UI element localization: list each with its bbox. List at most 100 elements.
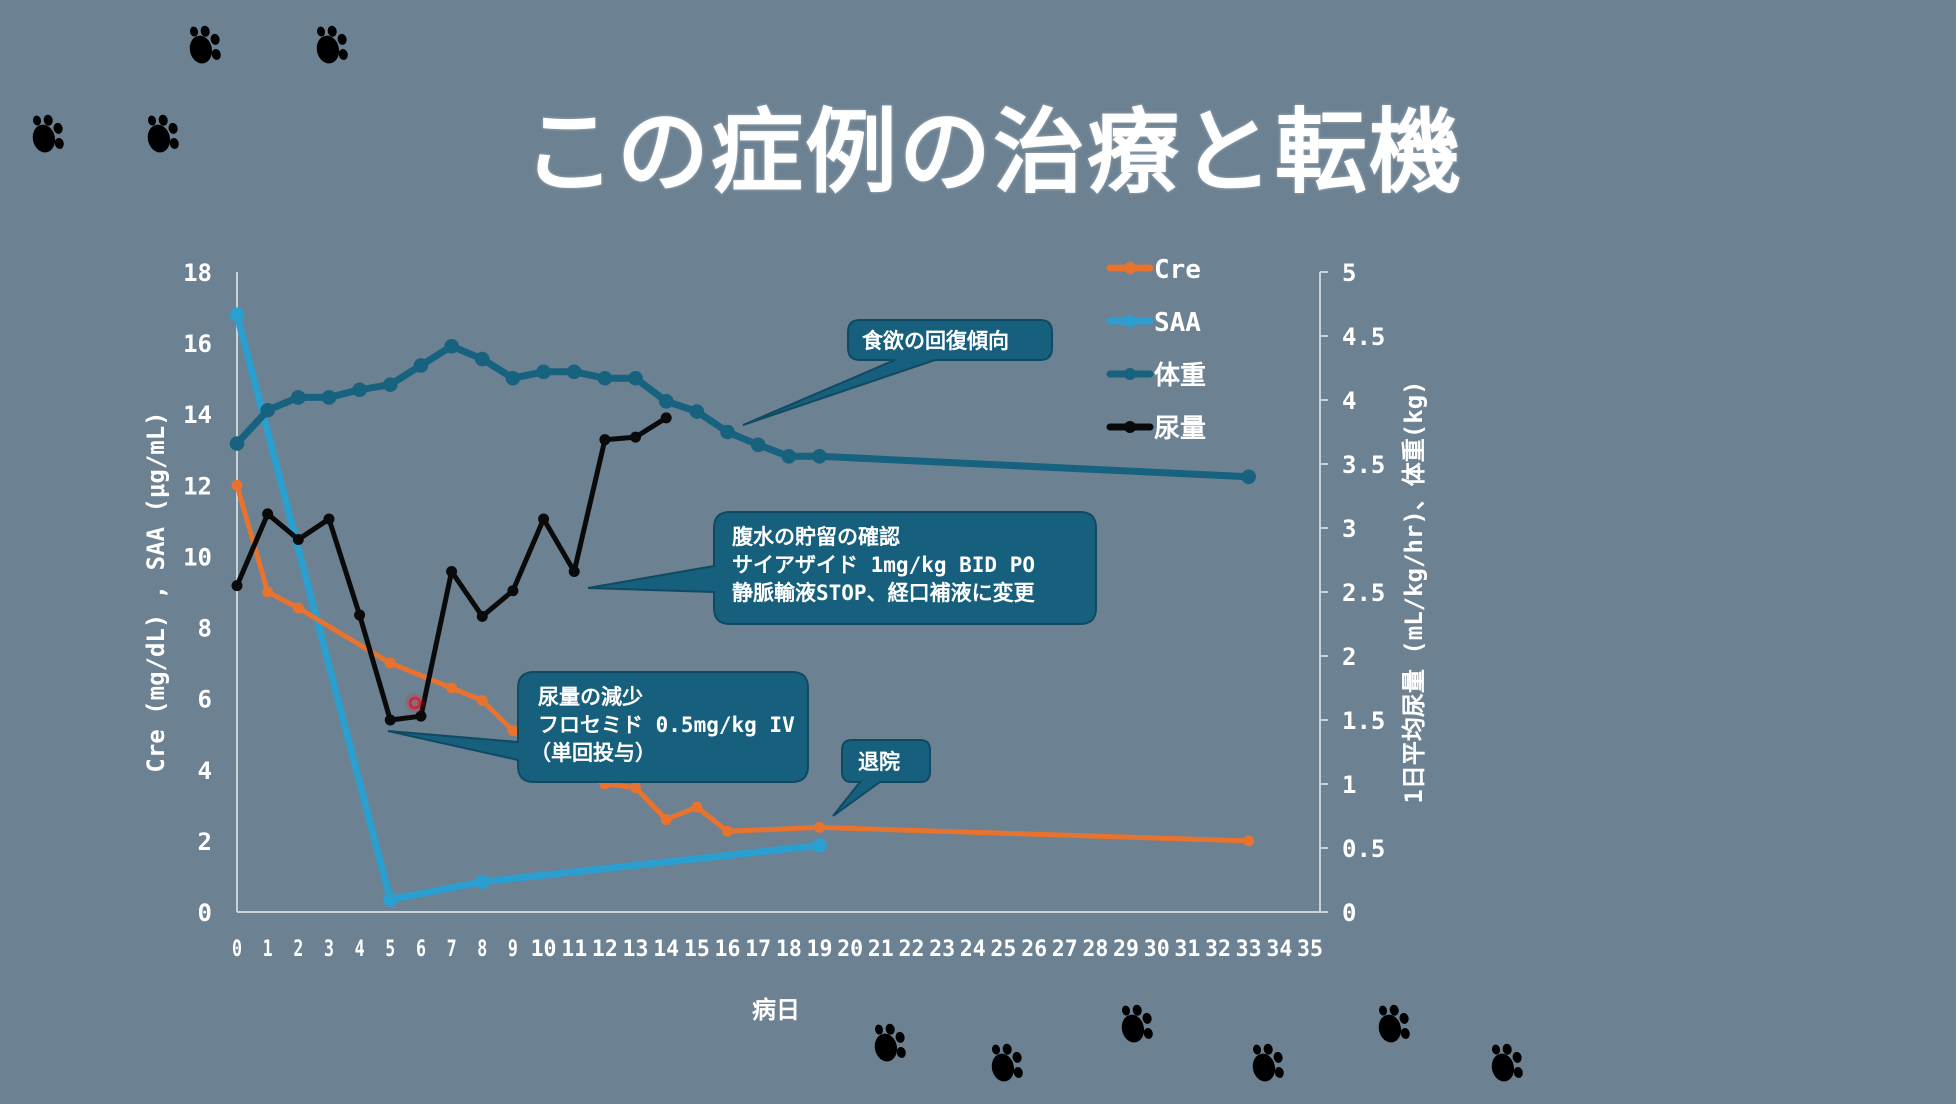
paw-print-decorations (32, 25, 1523, 1082)
data-point (352, 382, 367, 398)
x-tick: 32 (1205, 937, 1231, 962)
callout-oliguria-line-3: （単回投与） (530, 741, 656, 765)
data-point (1243, 835, 1255, 847)
callout-oliguria-line-2: フロセミド 0.5mg/kg IV (538, 713, 795, 737)
callout-ascites-line-2: サイアザイド 1mg/kg BID PO (732, 553, 1035, 577)
data-point (781, 449, 797, 464)
legend-label: Cre (1154, 255, 1201, 285)
data-point (292, 534, 304, 546)
data-point (599, 434, 611, 446)
data-point (812, 449, 827, 464)
data-point (720, 424, 735, 440)
x-tick: 9 (508, 937, 518, 962)
data-point (476, 610, 488, 622)
x-tick: 8 (477, 937, 487, 962)
left-y-tick: 10 (183, 543, 212, 571)
x-tick: 31 (1174, 937, 1200, 962)
legend-item: 尿量 (1106, 414, 1206, 444)
data-point (413, 358, 429, 373)
x-tick: 33 (1236, 937, 1262, 962)
callout-appetite-line-1: 食欲の回復傾向 (862, 329, 1009, 353)
x-tick: 21 (868, 937, 894, 962)
data-point (689, 404, 705, 419)
paw-print-icon (1121, 1004, 1153, 1043)
x-tick: 1 (263, 937, 273, 962)
x-tick: 0 (232, 937, 242, 962)
data-point (813, 821, 825, 833)
x-tick: 26 (1021, 937, 1047, 962)
x-tick: 15 (684, 937, 710, 962)
data-point (660, 412, 672, 424)
data-point (507, 725, 519, 737)
data-point (446, 566, 458, 578)
callout-discharge: 退院 (832, 739, 931, 817)
data-point (229, 307, 245, 322)
paw-print-icon (991, 1043, 1023, 1082)
series-体重 (229, 338, 1256, 485)
data-point (722, 825, 734, 837)
right-y-tick: 2 (1342, 643, 1356, 671)
data-point (354, 609, 366, 621)
paw-print-icon (874, 1023, 906, 1062)
paw-print-icon (1378, 1004, 1410, 1043)
x-tick: 27 (1052, 937, 1078, 962)
callout-ascites-line-3: 静脈輸液STOP、経口補液に変更 (732, 581, 1036, 605)
data-point (538, 513, 550, 525)
data-point (382, 892, 398, 907)
callout-appetite: 食欲の回復傾向 (742, 319, 1053, 426)
x-tick: 35 (1297, 937, 1323, 962)
x-tick: 18 (776, 937, 802, 962)
right-y-axis-title: 1日平均尿量 (mL/kg/hr)、体重(kg) (1400, 380, 1428, 803)
left-y-tick: 18 (183, 259, 212, 287)
right-y-tick: 1.5 (1342, 707, 1385, 735)
data-point (382, 377, 398, 392)
data-point (568, 566, 580, 578)
paw-print-icon (32, 114, 64, 153)
plot-area (229, 307, 1256, 907)
x-tick: 6 (416, 937, 426, 962)
data-point (750, 437, 766, 453)
series-尿量 (231, 412, 672, 726)
data-point (474, 874, 490, 890)
data-point (1241, 469, 1256, 485)
x-tick: 22 (898, 937, 924, 962)
right-y-tick: 5 (1342, 259, 1356, 287)
data-point (597, 370, 613, 386)
callout-discharge-line-1: 退院 (858, 750, 900, 774)
paw-print-icon (189, 25, 221, 64)
callout-oliguria-line-1: 尿量の減少 (538, 685, 643, 709)
callout-ascites-line-1: 腹水の貯留の確認 (732, 525, 900, 549)
data-point (262, 508, 274, 520)
x-tick: 16 (715, 937, 741, 962)
data-point (628, 370, 643, 386)
data-point (321, 390, 337, 405)
legend-label: 体重 (1154, 361, 1206, 391)
data-point (566, 364, 582, 380)
right-y-tick: 3 (1342, 515, 1356, 543)
paw-print-icon (1491, 1043, 1523, 1082)
data-point (630, 782, 642, 794)
x-tick: 4 (355, 937, 365, 962)
paw-print-icon (147, 114, 179, 153)
x-tick: 34 (1266, 937, 1292, 962)
data-point (660, 814, 672, 826)
legend-item: SAA (1106, 308, 1201, 338)
x-tick: 28 (1082, 937, 1108, 962)
data-point (384, 714, 396, 726)
x-tick: 5 (385, 937, 395, 962)
data-point (415, 710, 427, 722)
x-tick: 17 (745, 937, 771, 962)
right-y-tick: 0 (1342, 899, 1356, 927)
right-y-axis: 0 0.5 1 1.5 2 2.5 3 3.5 4 4.5 5 1日平均尿量 (mL/kg/hr)、… (1319, 259, 1428, 927)
x-tick: 24 (960, 937, 986, 962)
x-tick: 3 (324, 937, 334, 962)
data-point (231, 580, 243, 592)
left-y-tick: 6 (198, 686, 212, 714)
callout-oliguria: 尿量の減少 フロセミド 0.5mg/kg IV （単回投与） (387, 671, 809, 783)
legend-item: Cre (1106, 255, 1201, 285)
data-point (323, 513, 335, 525)
left-y-tick: 8 (198, 615, 212, 643)
data-point (812, 838, 827, 853)
legend-label: 尿量 (1154, 414, 1206, 444)
